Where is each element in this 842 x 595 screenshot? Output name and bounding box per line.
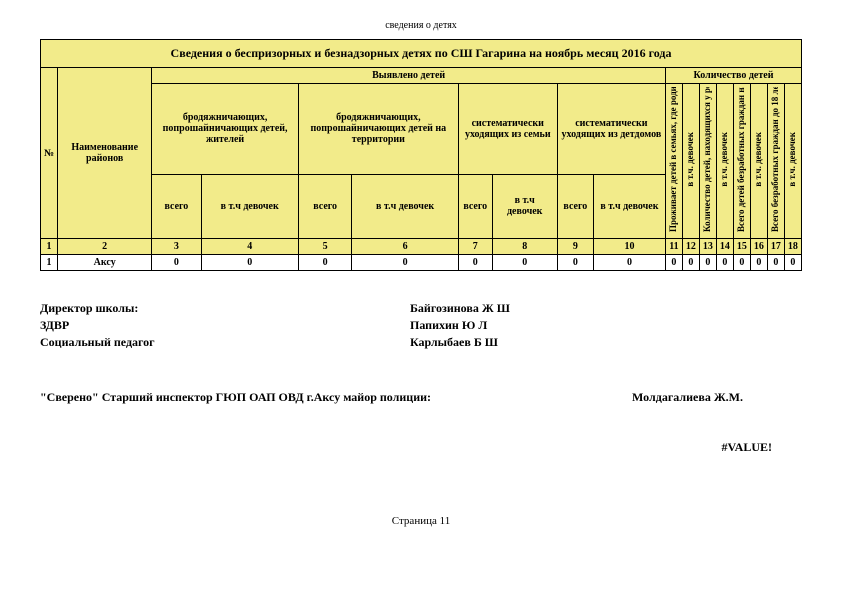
report-table: Сведения о беспризорных и безнадзорных д… — [40, 39, 802, 271]
table-cell: 1 — [41, 255, 58, 271]
signature-name: Байгозинова Ж Ш — [410, 301, 510, 316]
signature-row: Директор школы:Байгозинова Ж Ш — [40, 301, 802, 316]
col-number: 1 — [41, 239, 58, 255]
page-header: сведения о детях — [40, 20, 802, 31]
vcol-6: в т.ч. девочек — [750, 84, 767, 239]
number-row: 123456789101112131415161718 — [41, 239, 802, 255]
verified-name: Молдагалиева Ж.М. — [632, 390, 802, 405]
table-cell: 0 — [682, 255, 699, 271]
vcol-1: Проживает детей в семьях, где родители у… — [665, 84, 682, 239]
vcol-3: Количество детей, находящихся у родителе… — [699, 84, 716, 239]
signature-row: ЗДВРПапихин Ю Л — [40, 318, 802, 333]
sub-2: бродяжничающих, попрошайничающих детей н… — [298, 84, 458, 175]
table-cell: 0 — [458, 255, 492, 271]
col-number: 14 — [716, 239, 733, 255]
col-region: Наименование районов — [58, 68, 152, 239]
col-number: 3 — [152, 239, 201, 255]
col-number: 15 — [733, 239, 750, 255]
sub-3: систематически уходящих из семьи — [458, 84, 557, 175]
col-number: 2 — [58, 239, 152, 255]
sub-4: систематически уходящих из детдомов — [557, 84, 665, 175]
total-2: всего — [298, 174, 351, 238]
vcol-7: Всего безработных граждан до 18 лет (не … — [767, 84, 784, 239]
total-3: всего — [458, 174, 492, 238]
signature-name: Папихин Ю Л — [410, 318, 487, 333]
table-cell: 0 — [767, 255, 784, 271]
col-number: 10 — [593, 239, 665, 255]
col-num: № — [41, 68, 58, 239]
col-number: 12 — [682, 239, 699, 255]
total-4: всего — [557, 174, 593, 238]
col-number: 7 — [458, 239, 492, 255]
table-cell: Аксу — [58, 255, 152, 271]
col-number: 16 — [750, 239, 767, 255]
signature-role: ЗДВР — [40, 318, 410, 333]
col-number: 17 — [767, 239, 784, 255]
table-cell: 0 — [665, 255, 682, 271]
col-number: 11 — [665, 239, 682, 255]
col-number: 18 — [784, 239, 801, 255]
total-1: всего — [152, 174, 201, 238]
table-cell: 0 — [750, 255, 767, 271]
signature-role: Социальный педагог — [40, 335, 410, 350]
table-cell: 0 — [201, 255, 298, 271]
signature-role: Директор школы: — [40, 301, 410, 316]
table-cell: 0 — [716, 255, 733, 271]
table-row: 1Аксу0000000000000000 — [41, 255, 802, 271]
girls-2: в т.ч девочек — [352, 174, 458, 238]
table-cell: 0 — [593, 255, 665, 271]
girls-3: в т.ч девочек — [492, 174, 557, 238]
table-cell: 0 — [298, 255, 351, 271]
vcol-4: в т.ч. девочек — [716, 84, 733, 239]
girls-4: в т.ч девочек — [593, 174, 665, 238]
verified-line: "Сверено" Старший инспектор ГЮП ОАП ОВД … — [40, 390, 802, 405]
verified-label: "Сверено" Старший инспектор ГЮП ОАП ОВД … — [40, 390, 632, 405]
vcol-5: Всего детей безработных граждан на терри… — [733, 84, 750, 239]
table-cell: 0 — [784, 255, 801, 271]
signature-name: Карлыбаев Б Ш — [410, 335, 498, 350]
table-title: Сведения о беспризорных и безнадзорных д… — [41, 40, 802, 68]
girls-1: в т.ч девочек — [201, 174, 298, 238]
col-number: 6 — [352, 239, 458, 255]
col-number: 13 — [699, 239, 716, 255]
vcol-2: в т.ч. девочек — [682, 84, 699, 239]
page-footer: Страница 11 — [40, 515, 802, 527]
signature-row: Социальный педагогКарлыбаев Б Ш — [40, 335, 802, 350]
table-cell: 0 — [492, 255, 557, 271]
col-number: 8 — [492, 239, 557, 255]
col-detected: Выявлено детей — [152, 68, 666, 84]
sub-1: бродяжничающих, попрошайничающих детей, … — [152, 84, 299, 175]
table-cell: 0 — [352, 255, 458, 271]
col-count: Количество детей — [665, 68, 801, 84]
table-cell: 0 — [557, 255, 593, 271]
signatures: Директор школы:Байгозинова Ж ШЗДВРПапихи… — [40, 301, 802, 350]
table-cell: 0 — [699, 255, 716, 271]
col-number: 9 — [557, 239, 593, 255]
table-cell: 0 — [733, 255, 750, 271]
table-cell: 0 — [152, 255, 201, 271]
error-value: #VALUE! — [40, 440, 802, 455]
col-number: 5 — [298, 239, 351, 255]
vcol-8: в т.ч. девочек — [784, 84, 801, 239]
col-number: 4 — [201, 239, 298, 255]
